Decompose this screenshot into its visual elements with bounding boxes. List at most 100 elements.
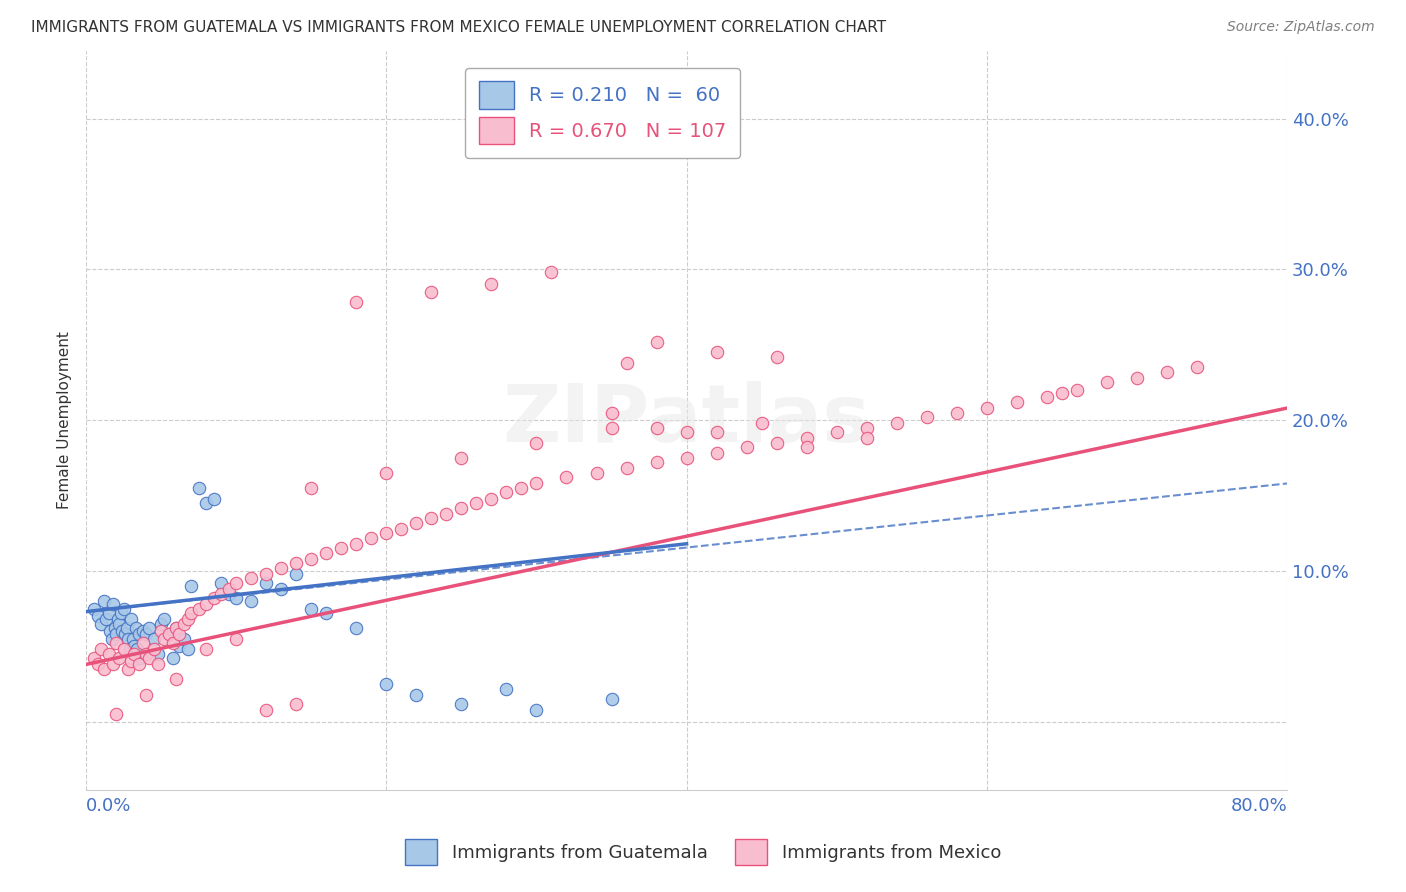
Point [177, 612, 200, 626]
Point [1156, 365, 1178, 379]
Point [162, 651, 184, 665]
Point [165, 673, 187, 687]
Point [344, 537, 367, 551]
Point [285, 697, 308, 711]
Point [405, 516, 427, 530]
Point [101, 657, 124, 672]
Point [299, 601, 322, 615]
Point [645, 420, 668, 434]
Point [93, 662, 115, 676]
Point [146, 647, 169, 661]
Point [526, 476, 548, 491]
Point [202, 591, 225, 605]
Point [118, 642, 141, 657]
Point [315, 546, 337, 560]
Point [110, 606, 132, 620]
Point [120, 654, 142, 668]
Point [946, 406, 969, 420]
Point [495, 681, 517, 696]
Point [360, 531, 382, 545]
Point [1126, 371, 1149, 385]
Point [450, 450, 472, 465]
Point [117, 662, 139, 676]
Point [495, 485, 517, 500]
Point [240, 571, 263, 585]
Point [101, 597, 124, 611]
Point [765, 350, 787, 364]
Point [225, 576, 247, 591]
Point [405, 688, 427, 702]
Text: Source: ZipAtlas.com: Source: ZipAtlas.com [1227, 20, 1375, 34]
Point [157, 627, 180, 641]
Point [751, 416, 773, 430]
Text: IMMIGRANTS FROM GUATEMALA VS IMMIGRANTS FROM MEXICO FEMALE UNEMPLOYMENT CORRELAT: IMMIGRANTS FROM GUATEMALA VS IMMIGRANTS … [31, 20, 886, 35]
Text: ZIPatlas: ZIPatlas [502, 381, 870, 459]
Point [93, 594, 115, 608]
Point [600, 420, 623, 434]
Point [796, 440, 818, 454]
Point [180, 606, 202, 620]
Point [157, 627, 180, 641]
Point [150, 624, 173, 639]
Point [218, 582, 240, 596]
Point [299, 481, 322, 495]
Point [128, 627, 150, 641]
Point [146, 657, 169, 672]
Point [114, 627, 136, 641]
Point [165, 621, 187, 635]
Point [645, 455, 668, 469]
Point [83, 651, 105, 665]
Point [112, 642, 135, 657]
Point [344, 295, 367, 310]
Point [1050, 386, 1073, 401]
Point [162, 636, 184, 650]
Point [167, 627, 190, 641]
Point [105, 707, 128, 722]
Point [855, 431, 877, 445]
Point [135, 627, 157, 641]
Point [111, 624, 134, 639]
Point [173, 632, 195, 646]
Point [187, 481, 209, 495]
Point [765, 435, 787, 450]
Point [600, 406, 623, 420]
Point [83, 601, 105, 615]
Point [124, 621, 146, 635]
Point [706, 446, 728, 460]
Point [344, 621, 367, 635]
Point [225, 632, 247, 646]
Point [375, 466, 398, 480]
Point [180, 579, 202, 593]
Point [1066, 383, 1088, 397]
Point [434, 507, 457, 521]
Point [153, 632, 176, 646]
Point [270, 561, 292, 575]
Point [218, 586, 240, 600]
Point [135, 647, 157, 661]
Point [122, 647, 145, 661]
Point [97, 606, 120, 620]
Point [105, 636, 128, 650]
Point [600, 692, 623, 706]
Point [450, 500, 472, 515]
Point [299, 552, 322, 566]
Point [1005, 395, 1028, 409]
Point [173, 616, 195, 631]
Point [94, 612, 117, 626]
Point [645, 334, 668, 349]
Point [285, 557, 308, 571]
Point [209, 586, 232, 600]
Point [915, 410, 938, 425]
Point [128, 657, 150, 672]
Point [855, 420, 877, 434]
Legend: Immigrants from Guatemala, Immigrants from Mexico: Immigrants from Guatemala, Immigrants fr… [398, 832, 1008, 872]
Point [389, 522, 412, 536]
Point [616, 461, 638, 475]
Point [209, 576, 232, 591]
Point [254, 576, 277, 591]
Point [132, 624, 155, 639]
Point [825, 425, 848, 440]
Point [555, 470, 578, 484]
Point [97, 647, 120, 661]
Point [187, 601, 209, 615]
